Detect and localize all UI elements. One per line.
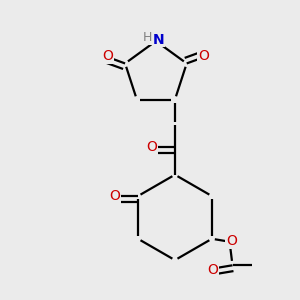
- Text: O: O: [109, 189, 120, 203]
- Text: N: N: [153, 33, 165, 46]
- Text: O: O: [207, 263, 218, 277]
- Text: O: O: [103, 49, 113, 63]
- Text: O: O: [226, 234, 237, 248]
- Text: H: H: [143, 31, 152, 44]
- Text: O: O: [198, 49, 209, 63]
- Text: O: O: [146, 140, 157, 154]
